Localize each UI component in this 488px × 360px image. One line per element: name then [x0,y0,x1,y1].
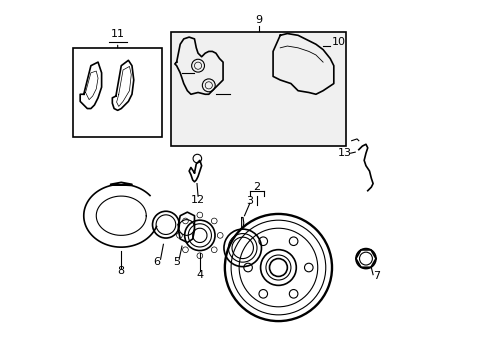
Text: 7: 7 [372,271,380,282]
Bar [73,48,162,137]
Text: 9: 9 [255,15,262,24]
Text: 8: 8 [118,266,124,276]
Text: 4: 4 [196,270,203,280]
Text: 10: 10 [331,37,346,48]
Text: 3: 3 [246,197,253,206]
Bar [171,32,346,146]
Text: 11: 11 [110,29,124,39]
Text: 12: 12 [191,195,204,204]
Text: 13: 13 [337,148,351,158]
Text: 5: 5 [173,257,180,267]
Text: 2: 2 [253,182,260,192]
Text: 6: 6 [153,257,160,267]
